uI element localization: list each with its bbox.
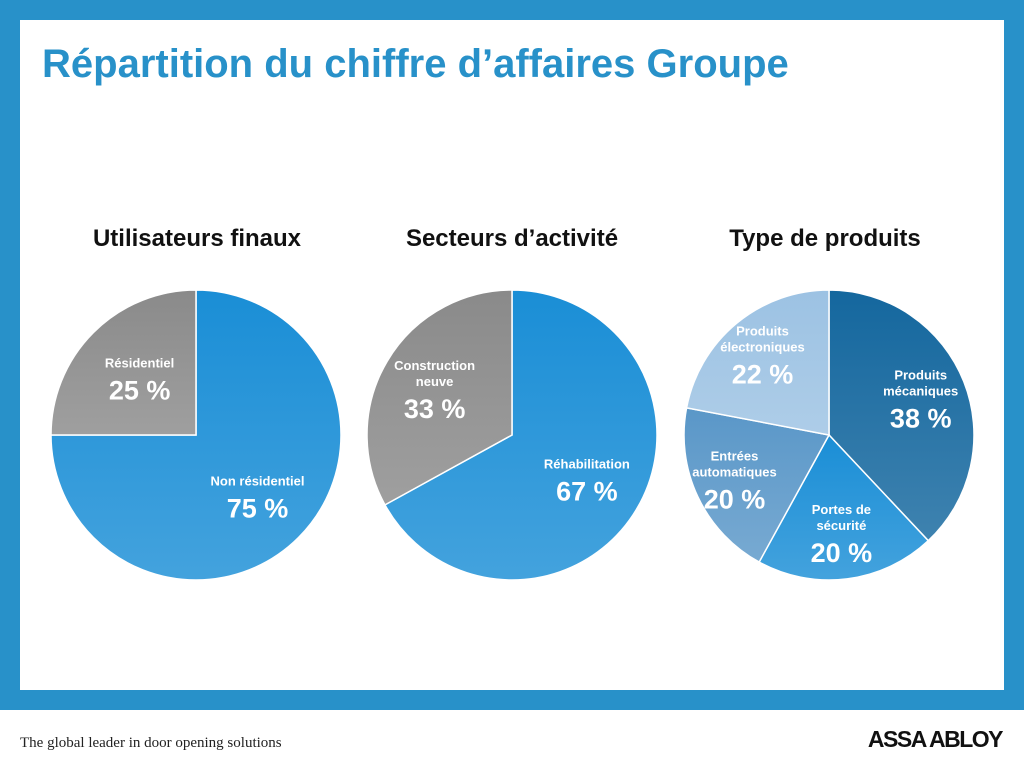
slice-category-text: Réhabilitation <box>544 456 630 471</box>
slice-label-non-residentiel: Non résidentiel 75 % <box>211 474 305 524</box>
slice-category-text: Construction <box>394 358 475 373</box>
slice-value-text: 38 % <box>890 404 952 434</box>
slice-label-rehabilitation: Réhabilitation 67 % <box>544 456 630 506</box>
pie-slice-rehabilitation <box>383 289 658 581</box>
pie-slice-residentiel <box>50 289 197 436</box>
slice-category-text: Entrées <box>711 449 759 464</box>
slice-category-text: Portes de <box>812 502 871 517</box>
slice-category-text: automatiques <box>692 465 777 480</box>
slice-category-text: sécurité <box>816 518 866 533</box>
chart-title-utilisateurs: Utilisateurs finaux <box>92 225 302 252</box>
footer-tagline: The global leader in door opening soluti… <box>20 735 282 751</box>
pie-slice-construction-neuve <box>366 289 513 506</box>
slice-category-text: électroniques <box>720 340 805 355</box>
slice-category-text: Résidentiel <box>105 356 174 371</box>
slide-title: Répartition du chiffre d’affaires Groupe <box>42 42 789 86</box>
slice-value-text: 33 % <box>404 394 466 424</box>
assa-abloy-logo: ASSA ABLOY <box>867 726 1004 752</box>
chart-title-produits: Type de produits <box>729 225 921 252</box>
slice-value-text: 20 % <box>704 485 766 515</box>
slice-category-text: mécaniques <box>883 384 958 399</box>
slice-category-text: neuve <box>416 374 454 389</box>
slice-category-text: Produits <box>894 368 947 383</box>
slice-category-text: Produits <box>736 324 789 339</box>
pie-chart-utilisateurs: Non résidentiel 75 % Résidentiel 25 % <box>50 289 342 581</box>
slice-value-text: 22 % <box>732 360 794 390</box>
slice-category-text: Non résidentiel <box>211 474 305 489</box>
pie-slice-entrees-automatiques <box>683 406 831 564</box>
pie-slice-produits-electroniques <box>685 289 830 436</box>
pie-slice-produits-mecaniques <box>828 289 975 542</box>
slice-label-residentiel: Résidentiel 25 % <box>105 356 174 406</box>
slice-value-text: 67 % <box>556 476 618 506</box>
chart-title-secteurs: Secteurs d’activité <box>405 225 619 252</box>
slice-value-text: 25 % <box>109 376 171 406</box>
slice-value-text: 20 % <box>811 538 873 568</box>
slice-value-text: 75 % <box>227 494 289 524</box>
pie-slice-portes-de-securite <box>758 433 930 581</box>
